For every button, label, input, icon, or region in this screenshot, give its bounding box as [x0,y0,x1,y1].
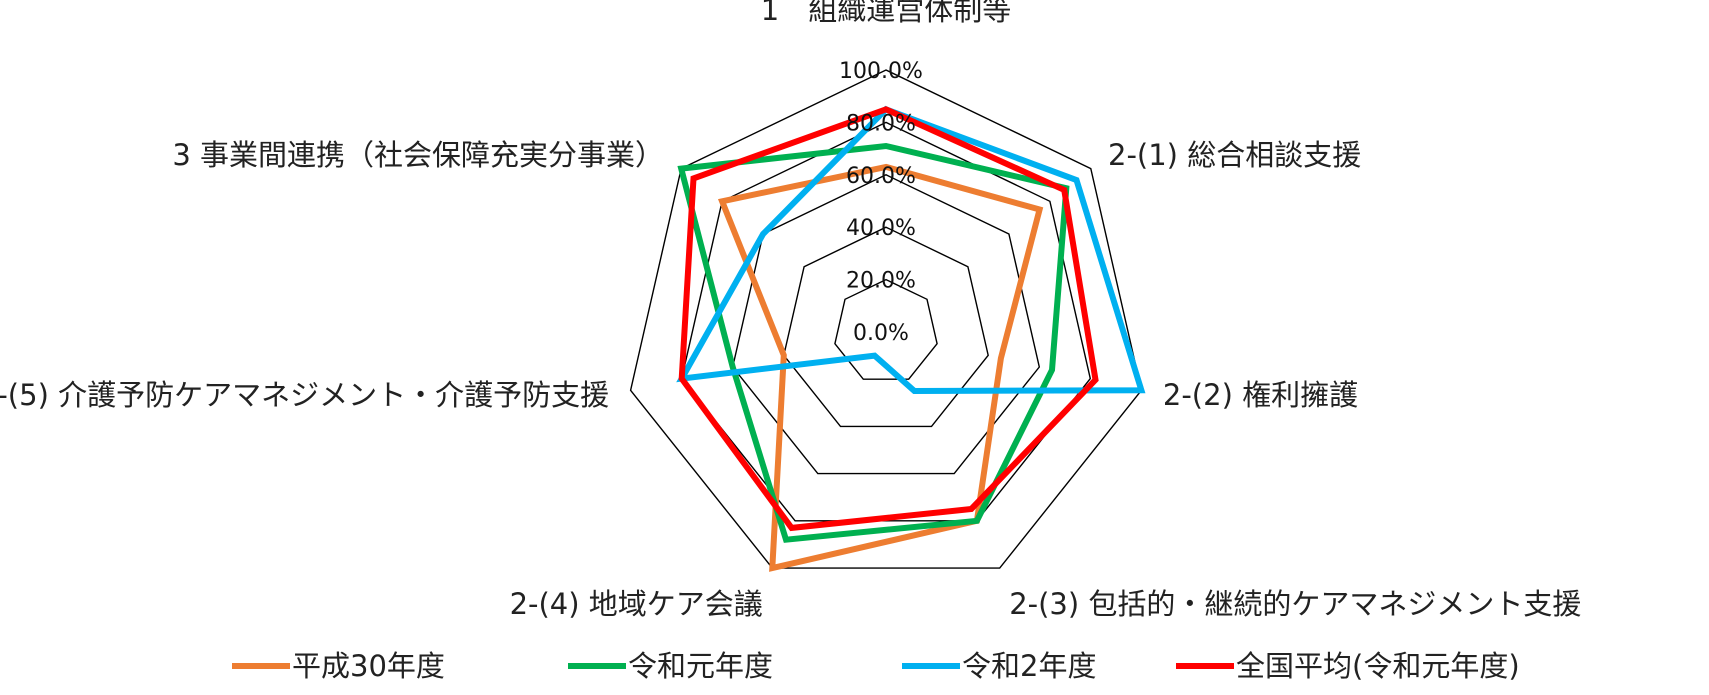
tick-label: 0.0% [853,321,909,346]
radial-tick-labels: 0.0% 20.0% 40.0% 60.0% 80.0% 100.0% [839,59,923,346]
category-label: 2-(5) 介護予防ケアマネジメント・介護予防支援 [0,378,609,412]
grid-ring [629,69,1143,569]
radar-series [676,105,1146,572]
series-line-0 [717,163,1044,572]
category-label: 2-(1) 総合相談支援 [1108,138,1361,172]
category-label: 2-(2) 権利擁護 [1163,378,1358,412]
series-line-3 [678,106,1099,532]
grid-ring [731,174,1041,475]
grid-ring [834,278,938,380]
series-line-2 [676,105,1146,395]
category-label: 2-(3) 包括的・継続的ケアマネジメント支援 [1009,587,1581,621]
category-label: 1 組織運営体制等 [761,0,1011,27]
tick-label: 60.0% [846,164,916,189]
legend-label: 平成30年度 [292,649,445,683]
tick-label: 40.0% [846,216,916,241]
grid-ring [783,226,989,428]
category-label: 3 事業間連携（社会保障充実分事業） [172,138,664,172]
category-label: 2-(4) 地域ケア会議 [510,587,763,621]
category-labels: 1 組織運営体制等 2-(1) 総合相談支援 2-(2) 権利擁護 2-(3) 包括的… [0,0,1581,621]
tick-label: 80.0% [846,111,916,136]
tick-label: 20.0% [846,269,916,294]
legend-label: 全国平均(令和元年度) [1236,649,1520,683]
legend-label: 令和元年度 [628,649,773,683]
tick-label: 100.0% [839,59,923,84]
legend: 平成30年度 令和元年度 令和2年度 全国平均(令和元年度) [232,649,1520,683]
legend-label: 令和2年度 [962,649,1096,683]
